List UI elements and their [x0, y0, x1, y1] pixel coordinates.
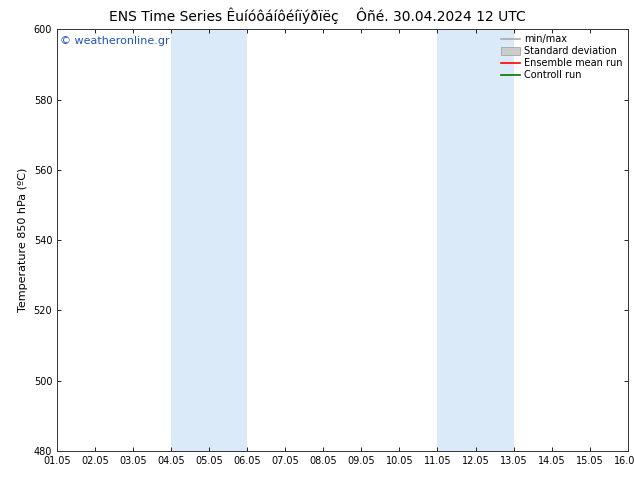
Bar	[437, 29, 514, 451]
Text: © weatheronline.gr: © weatheronline.gr	[60, 36, 169, 46]
Y-axis label: Temperature 850 hPa (ºC): Temperature 850 hPa (ºC)	[18, 168, 28, 312]
Text: ENS Time Series Êuíóôáíôéíïýðïëç    Ôñé. 30.04.2024 12 UTC: ENS Time Series Êuíóôáíôéíïýðïëç Ôñé. 30…	[108, 7, 526, 24]
Legend: min/max, Standard deviation, Ensemble mean run, Controll run: min/max, Standard deviation, Ensemble me…	[499, 32, 624, 82]
Bar	[171, 29, 247, 451]
